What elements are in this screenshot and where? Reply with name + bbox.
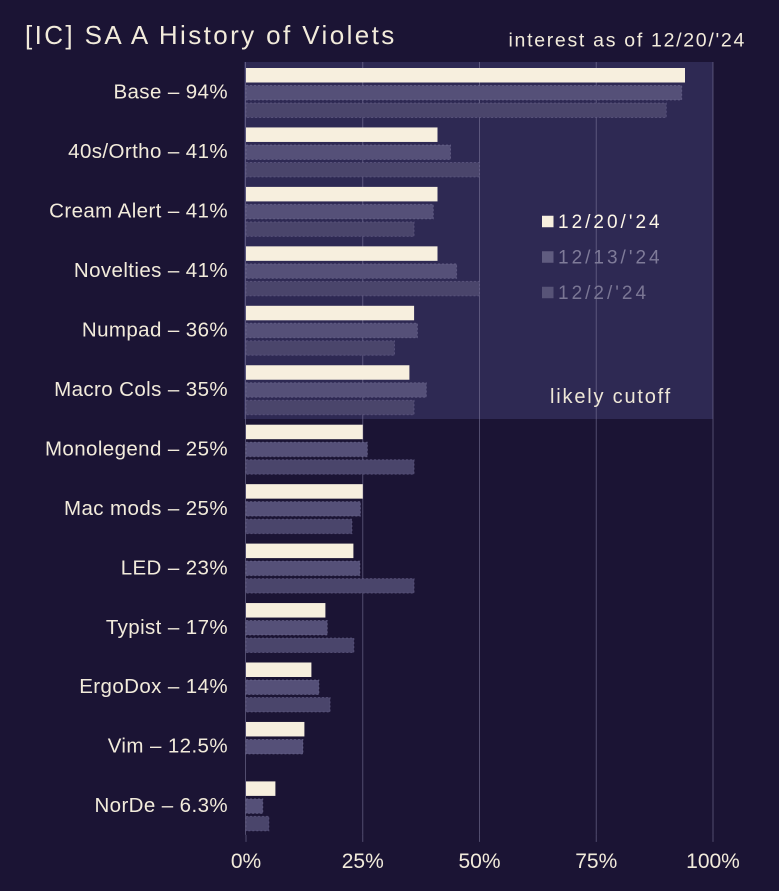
- svg-text:Base – 94%: Base – 94%: [113, 81, 228, 104]
- svg-text:NorDe – 6.3%: NorDe – 6.3%: [94, 794, 228, 817]
- svg-text:12/2/'24: 12/2/'24: [558, 283, 649, 304]
- svg-text:Mac mods – 25%: Mac mods – 25%: [64, 497, 228, 520]
- svg-text:0%: 0%: [231, 850, 261, 873]
- svg-text:interest as of 12/20/'24: interest as of 12/20/'24: [509, 30, 747, 52]
- svg-text:Vim – 12.5%: Vim – 12.5%: [108, 735, 228, 758]
- svg-text:Monolegend – 25%: Monolegend – 25%: [45, 437, 228, 460]
- svg-text:Novelties – 41%: Novelties – 41%: [74, 259, 228, 282]
- svg-text:LED – 23%: LED – 23%: [121, 556, 228, 579]
- svg-text:Macro Cols – 35%: Macro Cols – 35%: [54, 378, 228, 401]
- svg-text:50%: 50%: [458, 850, 500, 873]
- svg-text:100%: 100%: [686, 850, 740, 873]
- svg-text:12/20/'24: 12/20/'24: [558, 212, 663, 233]
- svg-text:Typist – 17%: Typist – 17%: [106, 616, 228, 639]
- svg-text:ErgoDox – 14%: ErgoDox – 14%: [79, 675, 228, 698]
- svg-text:75%: 75%: [575, 850, 617, 873]
- svg-text:40s/Ortho – 41%: 40s/Ortho – 41%: [68, 140, 228, 163]
- svg-text:[IC] SA A History of Violets: [IC] SA A History of Violets: [25, 20, 397, 50]
- svg-text:25%: 25%: [342, 850, 384, 873]
- svg-text:Cream Alert – 41%: Cream Alert – 41%: [49, 200, 228, 223]
- svg-text:likely cutoff: likely cutoff: [550, 386, 672, 408]
- svg-text:12/13/'24: 12/13/'24: [558, 248, 663, 269]
- svg-text:Numpad – 36%: Numpad – 36%: [82, 319, 228, 342]
